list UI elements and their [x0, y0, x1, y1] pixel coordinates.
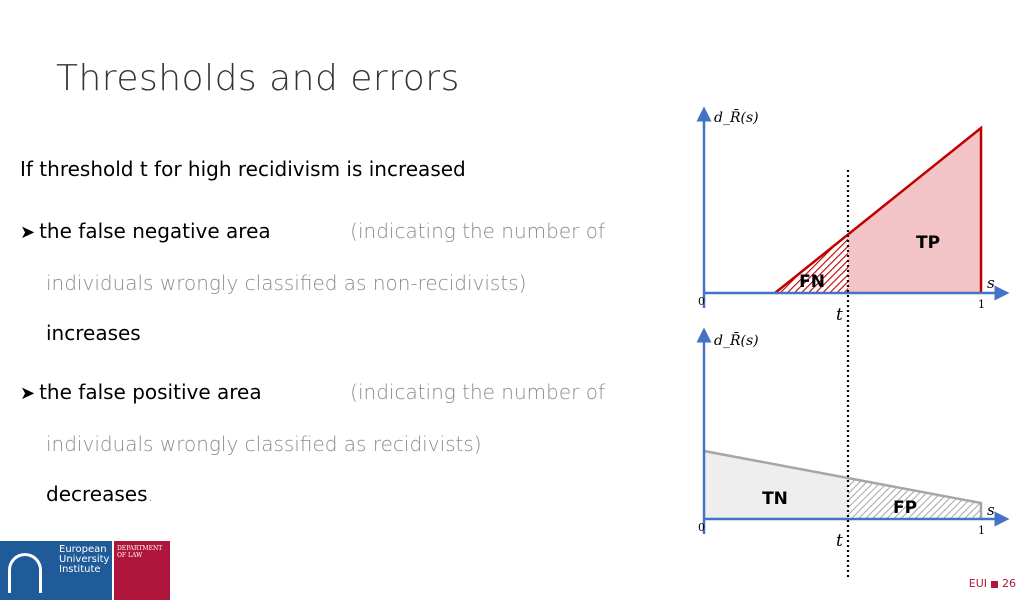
- footer-square-icon: [991, 580, 998, 588]
- one-label: 1: [978, 298, 985, 311]
- threshold-label: t: [836, 305, 843, 325]
- one-label: 1: [978, 524, 985, 537]
- bullet-gray: (indicating the number of: [350, 380, 605, 404]
- bullet-false-positive: ➤ the false positive area (indicating the…: [20, 367, 605, 519]
- eui-emblem-icon: [0, 541, 56, 600]
- bottom-chart: TN FP d_R̄(s) s 0 1 t: [696, 327, 1010, 551]
- top-chart: FN TP d_R̄(s) s 0 1 t: [696, 106, 1010, 325]
- footer: EUI 26: [969, 577, 1016, 590]
- bullet-punct: .: [147, 482, 154, 506]
- intro-text: If threshold t for high recidivism is in…: [20, 157, 466, 181]
- bullet-bold: the false negative area: [39, 219, 271, 243]
- arrow-bullet-icon: ➤: [20, 222, 36, 243]
- bullet-end: decreases: [46, 482, 148, 506]
- y-axis-label: d_R̄(s): [714, 331, 759, 349]
- bullet-end: increases: [46, 321, 141, 345]
- footer-org: EUI: [968, 577, 987, 590]
- origin-label: 0: [698, 521, 705, 534]
- bullet-gray: (indicating the number of: [350, 219, 605, 243]
- fp-label: FP: [893, 498, 917, 518]
- bullet-false-negative: ➤ the false negative area (indicating the…: [20, 206, 605, 358]
- y-axis-label: d_R̄(s): [714, 108, 759, 126]
- arrow-bullet-icon: ➤: [20, 383, 36, 404]
- threshold-label: t: [836, 531, 843, 551]
- bullet-gray: individuals wrongly classified as recidi…: [46, 432, 482, 456]
- fn-label: FN: [799, 272, 825, 292]
- bullet-bold: the false positive area: [39, 380, 262, 404]
- eui-logo: European University Institute DEPARTMENT…: [0, 541, 170, 600]
- threshold-diagram: FN TP d_R̄(s) s 0 1 t TN FP d_R̄(s) s 0 …: [696, 106, 1010, 580]
- dept-logo-text: DEPARTMENT OF LAW: [114, 541, 170, 600]
- tp-label: TP: [916, 233, 940, 253]
- x-axis-label: s: [987, 501, 995, 519]
- bullet-gray: individuals wrongly classified as non-re…: [46, 271, 527, 295]
- eui-logo-text: European University Institute: [56, 541, 112, 600]
- fp-region: [848, 478, 981, 519]
- density-curve: [703, 449, 983, 519]
- page-number: 26: [1002, 577, 1016, 590]
- origin-label: 0: [698, 295, 705, 308]
- density-curve: [774, 125, 983, 294]
- tn-label: TN: [762, 489, 788, 509]
- tp-region: [848, 128, 981, 293]
- x-axis-label: s: [987, 274, 995, 292]
- tn-region: [704, 451, 848, 519]
- slide-title: Thresholds and errors: [56, 58, 460, 99]
